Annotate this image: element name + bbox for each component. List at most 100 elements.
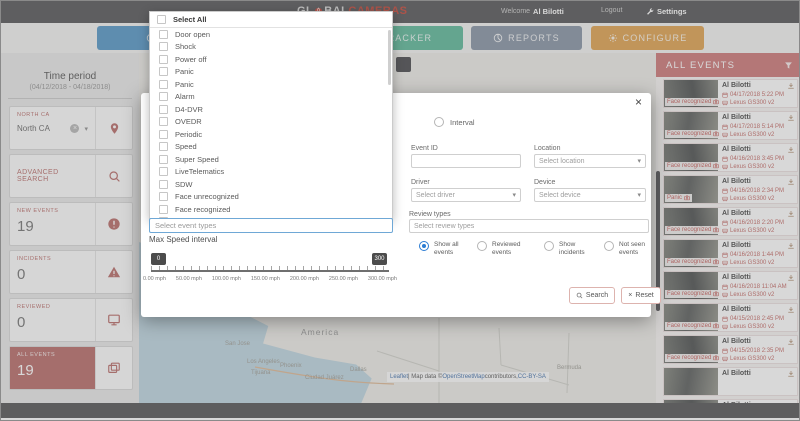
event-type-option[interactable]: Power off xyxy=(150,53,392,66)
event-type-option[interactable]: Alarm xyxy=(150,91,392,104)
checkbox-icon[interactable] xyxy=(159,117,168,127)
leaflet-link[interactable]: Leaflet xyxy=(390,374,409,380)
tab-reports[interactable]: REPORTS xyxy=(471,26,582,50)
event-type-option[interactable]: D4-DVR xyxy=(150,103,392,116)
event-details: Al Bilotti 04/17/2018 5:14 PM Lexus GS30… xyxy=(718,112,797,139)
device-select[interactable]: Select device ▾ xyxy=(534,188,646,202)
event-type-option[interactable]: Face unrecognized xyxy=(150,191,392,204)
checkbox-icon[interactable] xyxy=(159,67,168,77)
osm-link[interactable]: OpenStreetMap xyxy=(442,374,485,380)
checkbox-icon[interactable] xyxy=(159,79,168,89)
event-list-item[interactable]: Al Bilotti 04/15/2018 2:45 PM Lexus GS30… xyxy=(663,303,798,332)
event-type-option[interactable]: Shock xyxy=(150,41,392,54)
checkbox-icon[interactable] xyxy=(159,54,168,64)
event-list-item[interactable]: Al Bilotti 04/17/2018 5:22 PM Lexus GS30… xyxy=(663,79,798,108)
checkbox-icon[interactable] xyxy=(159,104,168,114)
tab-configure[interactable]: CONFIGURE xyxy=(591,26,704,50)
checkbox-icon[interactable] xyxy=(159,192,168,202)
checkbox-icon[interactable] xyxy=(159,204,168,214)
radio-show-all-events[interactable]: Show all events xyxy=(419,241,468,257)
all-events-card[interactable]: ALL EVENTS 19 xyxy=(9,346,133,390)
download-icon[interactable] xyxy=(787,370,795,378)
download-icon[interactable] xyxy=(787,146,795,154)
event-list-item[interactable]: Al Bilotti 04/16/2018 1:44 PM Lexus GS30… xyxy=(663,239,798,268)
event-thumbnail[interactable] xyxy=(664,368,718,395)
radio-icon[interactable] xyxy=(604,241,614,251)
event-type-option[interactable]: Door open xyxy=(150,28,392,41)
reviewed-card[interactable]: REVIEWED 0 xyxy=(9,298,133,342)
event-list-item[interactable]: Al Bilotti 04/16/2018 2:34 PM Lexus GS30… xyxy=(663,175,798,204)
event-type-option[interactable]: OVEDR xyxy=(150,116,392,129)
checkbox-icon[interactable] xyxy=(159,92,168,102)
event-type-option[interactable]: Face recognized xyxy=(150,203,392,216)
event-type-option[interactable]: Speed xyxy=(150,141,392,154)
filter-funnel-icon[interactable] xyxy=(784,61,793,70)
close-icon[interactable]: × xyxy=(634,95,642,109)
radio-icon[interactable] xyxy=(434,117,444,127)
checkbox-icon[interactable] xyxy=(159,129,168,139)
slider-track[interactable] xyxy=(151,270,389,272)
checkbox-icon[interactable] xyxy=(159,142,168,152)
region-value[interactable]: North CA xyxy=(17,124,50,133)
search-icon[interactable] xyxy=(95,155,132,197)
download-icon[interactable] xyxy=(787,338,795,346)
event-type-option[interactable]: Panic xyxy=(150,66,392,79)
settings-button[interactable]: Settings xyxy=(646,7,687,16)
radio-icon[interactable] xyxy=(544,241,554,251)
dropdown-scrollbar-thumb[interactable] xyxy=(388,30,391,85)
location-pin-button[interactable] xyxy=(95,107,132,149)
new-events-card[interactable]: NEW EVENTS 19 xyxy=(9,202,133,246)
download-icon[interactable] xyxy=(787,178,795,186)
download-icon[interactable] xyxy=(787,306,795,314)
interval-radio[interactable]: Interval xyxy=(434,117,475,127)
checkbox-icon[interactable] xyxy=(159,179,168,189)
event-list-item[interactable]: Al Bilotti 04/15/2018 1:28 PM Lexus GS30… xyxy=(663,367,798,396)
event-type-option[interactable]: SDW xyxy=(150,178,392,191)
incidents-card[interactable]: INCIDENTS 0 xyxy=(9,250,133,294)
radio-show-incidents[interactable]: Show incidents xyxy=(544,241,593,257)
event-list-item[interactable]: Al Bilotti 04/16/2018 3:45 PM Lexus GS30… xyxy=(663,143,798,172)
slider-min-handle[interactable]: 0 xyxy=(151,253,166,265)
reset-button[interactable]: × Reset xyxy=(621,287,661,304)
radio-icon[interactable] xyxy=(419,241,429,251)
download-icon[interactable] xyxy=(787,210,795,218)
event-type-option[interactable]: Periodic xyxy=(150,128,392,141)
event-id-field[interactable] xyxy=(411,154,521,168)
event-list-item[interactable]: Al Bilotti 04/16/2018 11:04 AM Lexus GS3… xyxy=(663,271,798,300)
event-list-item[interactable]: Al Bilotti 04/17/2018 5:14 PM Lexus GS30… xyxy=(663,111,798,140)
review-types-field[interactable] xyxy=(409,219,649,233)
select-all-row[interactable]: Select All xyxy=(150,12,392,28)
download-icon[interactable] xyxy=(787,114,795,122)
checkbox-icon[interactable] xyxy=(159,167,168,177)
checkbox-icon[interactable] xyxy=(157,15,166,24)
region-card[interactable]: NORTH CA North CA × ▾ xyxy=(9,106,133,150)
logout-link[interactable]: Logout xyxy=(601,7,622,14)
event-type-option[interactable]: LiveTelematics xyxy=(150,166,392,179)
clear-icon[interactable]: × xyxy=(70,124,80,133)
location-select[interactable]: Select location ▾ xyxy=(534,154,646,168)
search-button[interactable]: Search xyxy=(569,287,615,304)
event-types-input[interactable] xyxy=(149,218,393,233)
download-icon[interactable] xyxy=(787,242,795,250)
advanced-search-card[interactable]: ADVANCED SEARCH xyxy=(9,154,133,198)
radio-not-seen-events[interactable]: Not seen events xyxy=(604,241,653,257)
slider-max-handle[interactable]: 300 xyxy=(372,253,387,265)
download-icon[interactable] xyxy=(787,82,795,90)
license-link[interactable]: CC-BY-SA xyxy=(517,374,546,380)
radio-reviewed-events[interactable]: Reviewed events xyxy=(477,241,526,257)
download-icon[interactable] xyxy=(787,274,795,282)
map-marker[interactable] xyxy=(396,57,411,72)
checkbox-icon[interactable] xyxy=(159,154,168,164)
chevron-down-icon[interactable]: ▾ xyxy=(84,125,88,133)
event-list-item[interactable]: Al Bilotti 04/16/2018 2:20 PM Lexus GS30… xyxy=(663,207,798,236)
event-thumbnail[interactable] xyxy=(664,400,718,403)
event-list-item[interactable]: Al Bilotti xyxy=(663,399,798,403)
event-list-item[interactable]: Al Bilotti 04/15/2018 2:35 PM Lexus GS30… xyxy=(663,335,798,364)
event-type-option[interactable]: Panic xyxy=(150,78,392,91)
events-scrollbar-thumb[interactable] xyxy=(656,171,660,311)
event-type-option[interactable]: Super Speed xyxy=(150,153,392,166)
radio-icon[interactable] xyxy=(477,241,487,251)
driver-select[interactable]: Select driver ▾ xyxy=(411,188,521,202)
checkbox-icon[interactable] xyxy=(159,42,168,52)
checkbox-icon[interactable] xyxy=(159,29,168,39)
